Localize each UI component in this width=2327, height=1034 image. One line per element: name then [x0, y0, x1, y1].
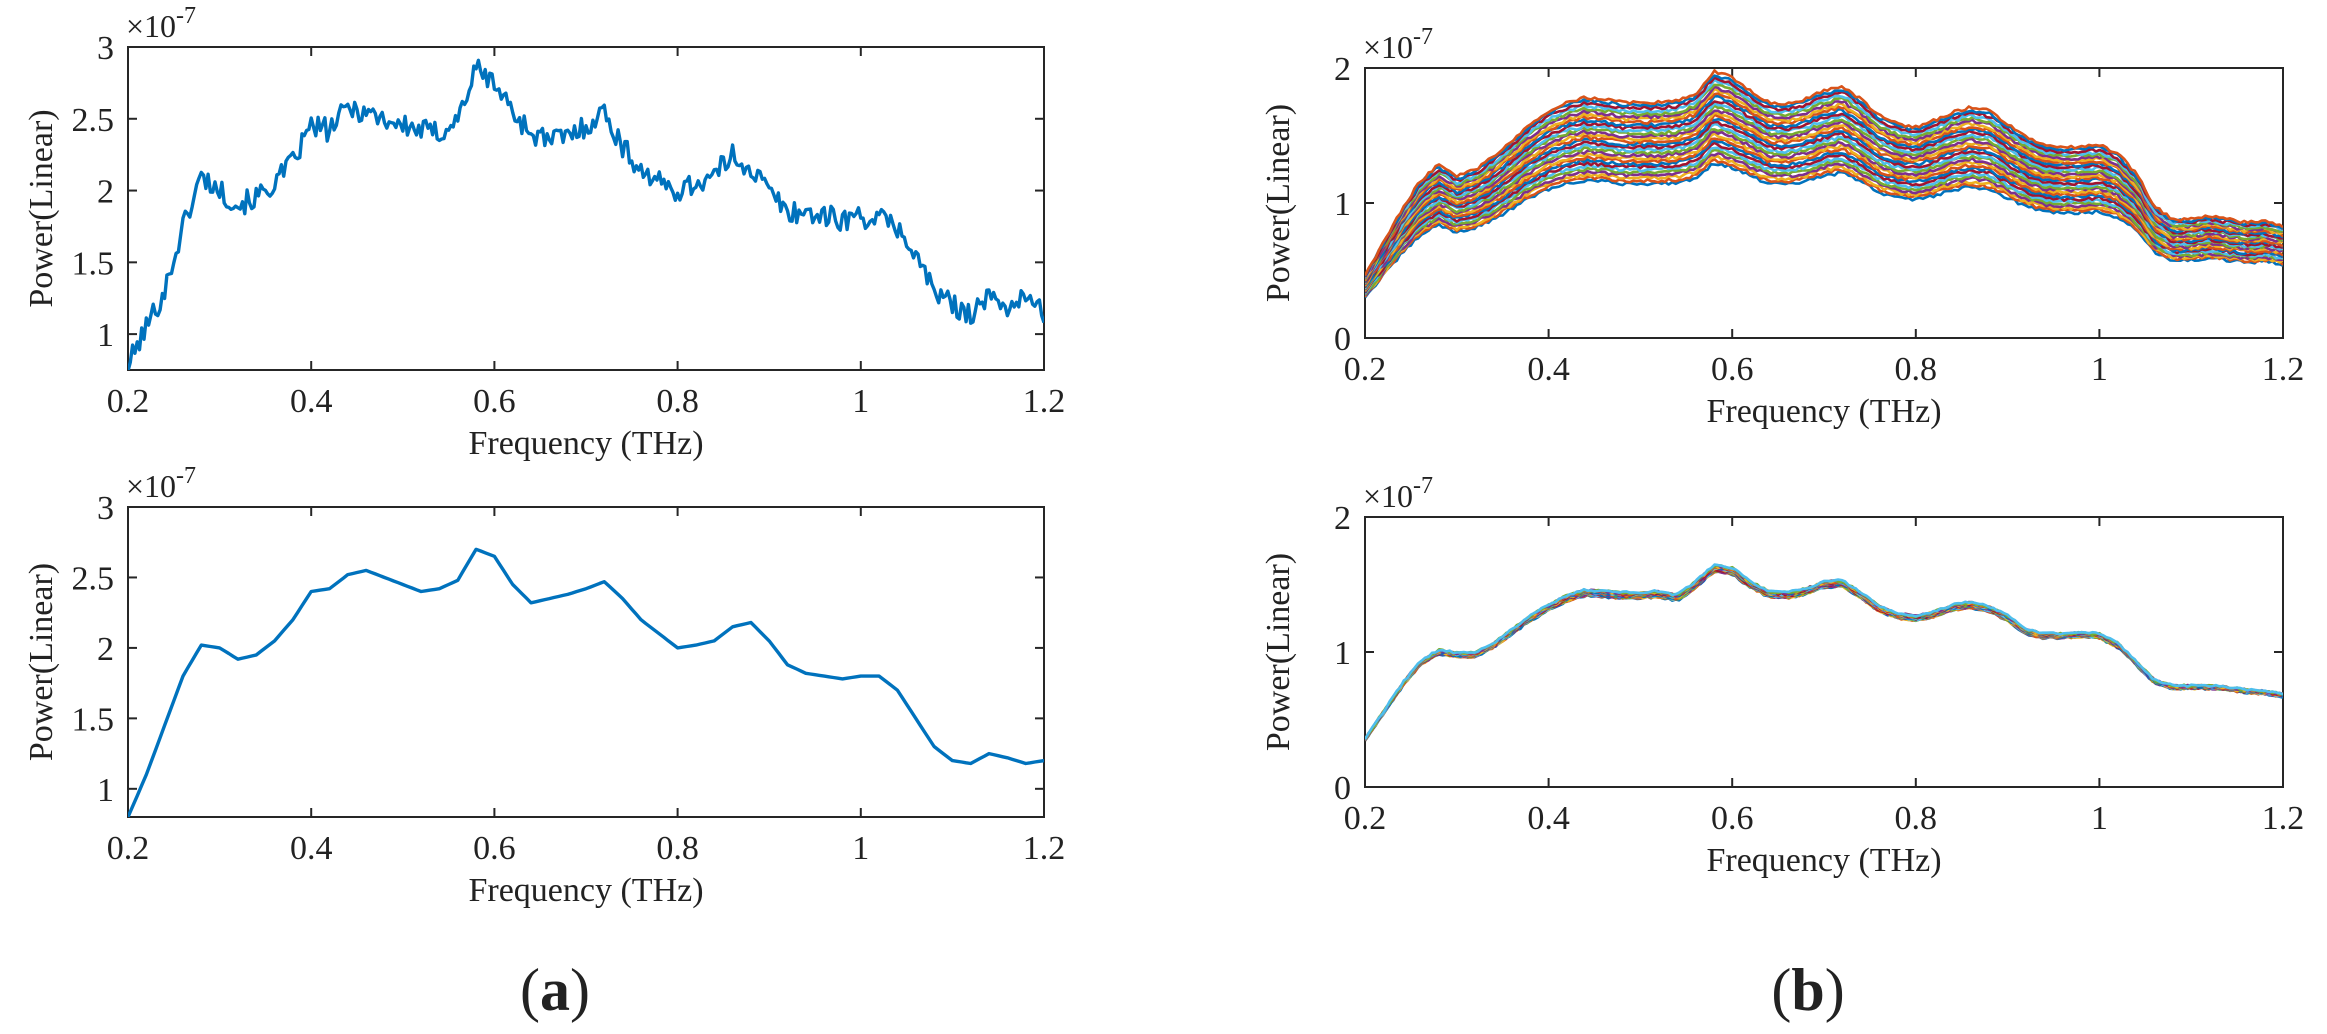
- y-exponent-label: ×10-7: [126, 463, 196, 504]
- y-exponent-label: ×10-7: [1363, 473, 1433, 514]
- chart-b-bottom: 0.2 0.4 0.6 0.8 1 1.2 0 1 2 Frequency (THz) Power(…: [1260, 473, 2304, 879]
- x-tick-label: 0.6: [473, 383, 516, 420]
- series-line: [1365, 563, 2283, 740]
- y-axis-label: Power(Linear): [23, 109, 60, 307]
- x-tick-label: 1: [852, 383, 869, 420]
- y-exponent-base: ×10: [126, 8, 176, 44]
- y-tick-label: 1: [97, 772, 114, 809]
- series-line: [128, 547, 1044, 817]
- y-exponent-base: ×10: [1363, 478, 1413, 514]
- y-exponent-label: ×10-7: [126, 3, 196, 44]
- y-tick-label: 1: [1334, 635, 1351, 672]
- series-line: [1365, 162, 2283, 299]
- plot-frame: [127, 506, 1045, 818]
- y-tick-label: 2.5: [72, 560, 115, 597]
- y-tick-label: 1: [1334, 186, 1351, 223]
- series-line: [1365, 69, 2283, 277]
- panel-label-a: (a): [520, 957, 590, 1023]
- x-tick-label: 1.2: [1023, 830, 1066, 867]
- y-tick-label: 2: [1334, 500, 1351, 537]
- x-tick-label: 1: [852, 830, 869, 867]
- plot-frame: [127, 46, 1045, 371]
- series-line: [1365, 113, 2283, 287]
- x-tick-label: 1.2: [1023, 383, 1066, 420]
- x-tick-label: 0.6: [473, 830, 516, 867]
- series-line: [1365, 139, 2283, 293]
- y-exponent-power: -7: [1413, 24, 1433, 50]
- plot-area: [128, 58, 1044, 370]
- chart-a-bottom: 0.2 0.4 0.6 0.8 1 1.2 1 1.5 2 2.5 3 Frequency (THz)…: [23, 463, 1065, 909]
- x-tick-label: 0.8: [1895, 800, 1938, 837]
- series-line: [1365, 141, 2283, 294]
- x-tick-label: 1.2: [2262, 800, 2305, 837]
- x-tick-label: 0.6: [1711, 351, 1754, 388]
- y-axis-label: Power(Linear): [23, 563, 60, 761]
- x-tick-label: 1.2: [2262, 351, 2305, 388]
- x-tick-label: 0.2: [1344, 351, 1387, 388]
- x-tick-label: 0.8: [656, 383, 699, 420]
- x-tick-label: 0.2: [1344, 800, 1387, 837]
- y-exponent-power: -7: [176, 463, 196, 489]
- x-tick-label: 1: [2091, 800, 2108, 837]
- y-tick-label: 0: [1334, 321, 1351, 358]
- plot-area: [1365, 69, 2283, 299]
- series-line: [1365, 87, 2283, 281]
- x-axis-label: Frequency (THz): [1706, 393, 1941, 430]
- series-line: [1365, 111, 2283, 287]
- x-axis-label: Frequency (THz): [1706, 842, 1941, 879]
- y-exponent-power: -7: [176, 3, 196, 29]
- x-tick-label: 0.2: [107, 383, 150, 420]
- x-tick-label: 0.2: [107, 830, 150, 867]
- plot-area: [128, 547, 1044, 817]
- panel-label-b: (b): [1771, 957, 1844, 1023]
- y-tick-label: 1.5: [72, 701, 115, 738]
- y-tick-label: 2: [97, 631, 114, 668]
- x-tick-label: 0.8: [1895, 351, 1938, 388]
- x-tick-label: 0.4: [1527, 351, 1570, 388]
- x-axis-label: Frequency (THz): [468, 872, 703, 909]
- y-axis-label: Power(Linear): [1260, 104, 1297, 302]
- series-line: [1365, 152, 2283, 297]
- y-tick-label: 2.5: [72, 102, 115, 139]
- y-tick-label: 0: [1334, 770, 1351, 807]
- x-tick-label: 1: [2091, 351, 2108, 388]
- series-line: [1365, 128, 2283, 290]
- y-exponent-power: -7: [1413, 473, 1433, 499]
- x-tick-label: 0.4: [290, 383, 333, 420]
- series-line: [128, 58, 1044, 370]
- x-tick-label: 0.6: [1711, 800, 1754, 837]
- y-tick-label: 3: [97, 30, 114, 67]
- y-tick-label: 2: [97, 174, 114, 211]
- x-tick-label: 0.4: [1527, 800, 1570, 837]
- chart-a-top: 0.2 0.4 0.6 0.8 1 1.2 1 1.5 2 2.5 3 Frequency (THz)…: [23, 3, 1065, 462]
- y-tick-label: 3: [97, 490, 114, 527]
- plot-area: [1365, 563, 2283, 742]
- y-tick-label: 2: [1334, 51, 1351, 88]
- x-tick-label: 0.4: [290, 830, 333, 867]
- y-axis-label: Power(Linear): [1260, 553, 1297, 751]
- y-exponent-base: ×10: [126, 468, 176, 504]
- series-line: [1365, 130, 2283, 291]
- x-tick-label: 0.8: [656, 830, 699, 867]
- y-tick-label: 1: [97, 317, 114, 354]
- series-line: [1365, 109, 2283, 286]
- y-tick-label: 1.5: [72, 245, 115, 282]
- y-exponent-label: ×10-7: [1363, 24, 1433, 65]
- y-exponent-base: ×10: [1363, 29, 1413, 65]
- chart-b-top: 0.2 0.4 0.6 0.8 1 1.2 0 1 2 Frequency (THz) Power(…: [1260, 24, 2304, 430]
- x-axis-label: Frequency (THz): [468, 425, 703, 462]
